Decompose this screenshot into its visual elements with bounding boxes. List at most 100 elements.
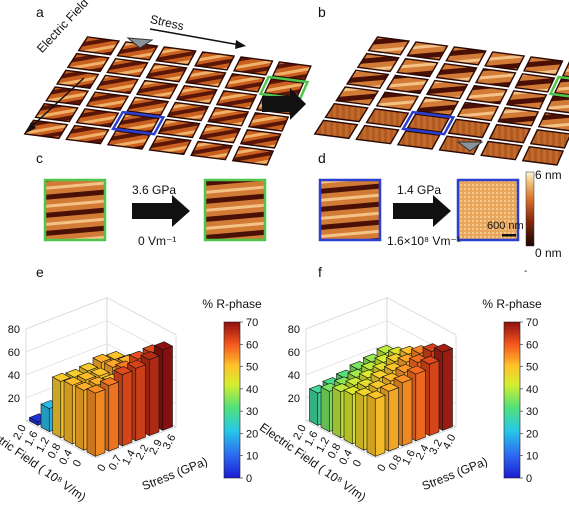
panel-label-d: d xyxy=(318,150,326,166)
afm-tile xyxy=(385,74,429,95)
bar-side xyxy=(86,388,96,457)
colorbar-tick-label: 60 xyxy=(246,339,258,351)
gridline xyxy=(305,297,457,336)
colorbar-tick-label: 60 xyxy=(526,339,538,351)
bar-top xyxy=(90,367,110,377)
bar-side xyxy=(374,394,386,457)
z-tick-label: 60 xyxy=(8,347,20,359)
panel-label-c: c xyxy=(36,150,43,166)
bar-top xyxy=(76,371,97,381)
bar-top xyxy=(140,351,160,361)
bar-top xyxy=(433,343,454,353)
afm-tile xyxy=(561,61,569,78)
highlight-frame xyxy=(548,75,569,98)
afm-tile xyxy=(553,78,569,96)
stress-arrowhead-icon xyxy=(235,40,246,49)
colorbar-tick-label: 0 xyxy=(246,473,252,485)
colorbar-title: % R-phase xyxy=(202,297,262,311)
afm-colorbar-max: 6 nm xyxy=(535,168,562,182)
afm-tile xyxy=(65,124,110,145)
afm-tile xyxy=(465,84,508,105)
afm-tile xyxy=(232,56,274,76)
colorbar xyxy=(503,321,521,479)
afm-tile xyxy=(77,36,121,56)
afm-tile xyxy=(116,113,160,133)
stress-tick-label: 3.6 xyxy=(161,432,179,451)
bar-side xyxy=(135,364,146,442)
scale-bar-label: 600 nm xyxy=(487,220,524,232)
afm-tile xyxy=(126,96,170,117)
colorbar-tick-label: 70 xyxy=(526,317,538,329)
bar-top xyxy=(393,374,413,384)
stress-tick-label: 0 xyxy=(375,462,388,473)
c-arrow-icon xyxy=(132,195,190,227)
afm-tile xyxy=(445,46,487,66)
stray-tick-mark: - xyxy=(524,266,528,277)
field-tick-label: 0 xyxy=(351,458,364,469)
afm-tile xyxy=(34,102,79,123)
afm-tile xyxy=(157,118,201,139)
afm-tile xyxy=(355,124,400,145)
bar-side xyxy=(108,381,119,452)
bar-side xyxy=(332,386,342,439)
stress-arrow-line xyxy=(149,28,241,46)
colorbar-tick-label: 30 xyxy=(246,406,258,418)
bar-side xyxy=(52,376,62,439)
afm-tile xyxy=(435,62,478,83)
stress-tick-label: 4.0 xyxy=(441,432,459,451)
afm-tile xyxy=(521,145,565,166)
bar-top xyxy=(105,350,126,360)
panel-label-e: e xyxy=(36,264,44,280)
colorbar xyxy=(223,321,241,479)
afm-tile xyxy=(247,112,290,132)
afm-image-c-before-frame xyxy=(43,178,107,242)
afm-tile xyxy=(522,56,564,76)
afm-tile xyxy=(345,69,390,89)
field-arrowhead-icon xyxy=(26,122,36,133)
afm-image-d-before xyxy=(320,180,380,240)
bar-side xyxy=(148,355,160,437)
bar-side xyxy=(75,385,85,451)
z-tick-label: 20 xyxy=(8,393,20,405)
afm-tile xyxy=(145,62,188,83)
afm-tile xyxy=(75,108,120,128)
probe-tip-icon xyxy=(126,37,154,49)
afm-tile xyxy=(425,79,469,100)
afm-tile xyxy=(215,90,258,110)
scale-bar xyxy=(502,234,516,237)
z-tick-label: 80 xyxy=(8,324,20,336)
afm-tile xyxy=(194,51,236,71)
afm-tile xyxy=(365,108,410,128)
bar-top xyxy=(126,359,147,369)
transition-arrow-icon xyxy=(262,88,306,120)
afm-image-d-before-frame xyxy=(318,178,382,242)
panel-label-f: f xyxy=(318,264,322,280)
afm-tile xyxy=(148,135,192,156)
afm-tile xyxy=(135,79,179,100)
afm-tile xyxy=(356,52,400,73)
afm-tile xyxy=(190,140,234,161)
bar-side xyxy=(366,393,376,457)
afm-tile xyxy=(545,95,569,114)
gridline xyxy=(25,297,177,336)
field-tick-label: 0 xyxy=(71,458,84,469)
afm-tile xyxy=(324,102,369,123)
colorbar-tick-label: 10 xyxy=(526,451,538,463)
bar-side xyxy=(401,378,413,447)
afm-tile xyxy=(106,57,149,78)
bar-side xyxy=(355,391,365,451)
afm-tile xyxy=(537,112,569,132)
bar-top xyxy=(63,376,83,386)
afm-tile xyxy=(375,91,420,111)
z-tick-label: 80 xyxy=(288,324,300,336)
afm-tile xyxy=(166,101,210,122)
afm-tile xyxy=(95,74,139,95)
bar-top xyxy=(86,384,106,394)
afm-tile xyxy=(116,41,159,61)
field-arrow-line xyxy=(29,77,85,129)
bar-top xyxy=(366,390,386,400)
afm-tile xyxy=(85,91,130,111)
bar-top xyxy=(420,355,440,365)
z-tick-label: 40 xyxy=(8,370,20,382)
